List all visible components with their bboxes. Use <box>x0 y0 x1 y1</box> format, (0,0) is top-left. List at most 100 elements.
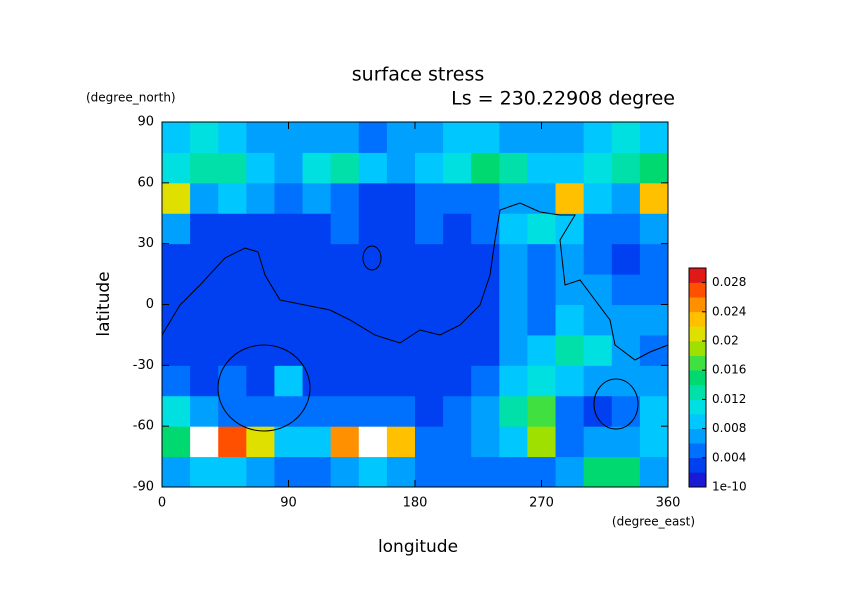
heat-cell <box>443 182 472 214</box>
heat-cell <box>611 182 641 214</box>
colorbar-tick-label: 0.016 <box>712 363 746 377</box>
heat-cell <box>639 243 669 275</box>
heat-cell <box>583 304 613 336</box>
heat-cell <box>358 122 388 153</box>
heat-cell <box>190 122 219 153</box>
heat-cell <box>162 274 191 305</box>
heat-cell <box>527 426 557 458</box>
heat-cell <box>274 304 304 336</box>
heat-cell <box>555 365 585 397</box>
heat-cell <box>555 334 585 366</box>
heat-cell <box>583 456 613 488</box>
heat-cell <box>527 304 557 336</box>
heat-cell <box>302 334 332 366</box>
heat-cell <box>583 395 613 427</box>
heat-cell <box>415 274 444 305</box>
heat-cell <box>330 426 360 458</box>
heat-cell <box>386 274 416 305</box>
heat-cell <box>330 213 360 245</box>
heat-cell <box>499 243 528 275</box>
colorbar-band <box>689 443 706 459</box>
heat-cell <box>583 152 613 184</box>
heat-cell <box>611 304 641 336</box>
heat-cell <box>527 395 557 427</box>
contour-line <box>593 378 639 430</box>
heat-cell <box>162 122 191 153</box>
x-tick-label: 360 <box>656 496 681 511</box>
heat-cell <box>218 122 247 153</box>
colorbar-band <box>689 311 706 327</box>
heat-cell <box>302 274 332 305</box>
heat-cell <box>443 122 472 153</box>
heat-cell <box>471 456 500 488</box>
heat-cell <box>583 334 613 366</box>
heat-cell <box>639 213 669 245</box>
heat-cell <box>358 334 388 366</box>
heat-cell <box>246 365 275 397</box>
heat-cell <box>555 426 585 458</box>
heat-cell <box>611 274 641 305</box>
heat-cell <box>611 152 641 184</box>
y-tick-label: 0 <box>146 297 154 312</box>
heat-cell <box>415 122 444 153</box>
heat-cell <box>443 365 472 397</box>
heat-cell <box>358 456 388 488</box>
colorbar-tick-label: 0.004 <box>712 450 746 464</box>
heat-cell <box>471 365 500 397</box>
heat-cell <box>218 213 247 245</box>
heat-cell <box>611 395 641 427</box>
heat-cell <box>527 182 557 214</box>
heat-cell <box>415 334 444 366</box>
heat-cell <box>218 152 247 184</box>
heat-cell <box>639 304 669 336</box>
heat-cell <box>611 456 641 488</box>
y-axis-label: latitude <box>94 271 114 336</box>
heat-cell <box>386 213 416 245</box>
heat-cell <box>555 456 585 488</box>
heat-cell <box>190 182 219 214</box>
heat-cell <box>218 182 247 214</box>
heat-cell <box>190 213 219 245</box>
y-tick-label: -60 <box>133 419 154 434</box>
heat-cell <box>386 395 416 427</box>
heat-cell <box>471 334 500 366</box>
heat-cell <box>443 213 472 245</box>
heat-cell <box>274 152 304 184</box>
heat-cell <box>302 395 332 427</box>
colorbar-band <box>689 326 706 342</box>
heat-cell <box>302 426 332 458</box>
heat-cell <box>471 243 500 275</box>
x-axis-label: longitude <box>378 537 458 557</box>
chart-title: surface stress <box>352 64 485 86</box>
heat-cell <box>162 365 191 397</box>
heat-cell <box>358 426 388 458</box>
heat-cell <box>555 243 585 275</box>
heat-cell <box>386 304 416 336</box>
colorbar-band <box>689 297 706 313</box>
heat-cell <box>555 122 585 153</box>
heat-cell <box>358 182 388 214</box>
colorbar: 1e-10 0.004 0.008 0.012 0.016 0.02 0.024 0.028 <box>688 267 747 494</box>
heat-cell <box>499 122 528 153</box>
heat-cell <box>246 274 275 305</box>
heat-cell <box>190 274 219 305</box>
heat-cell <box>218 426 247 458</box>
heat-cell <box>274 182 304 214</box>
y-tick-label: 30 <box>137 236 154 251</box>
heat-cell <box>358 152 388 184</box>
heat-cell <box>274 213 304 245</box>
x-tick-label: 90 <box>280 496 297 511</box>
heat-cell <box>274 334 304 366</box>
x-tick-label: 0 <box>158 496 166 511</box>
colorbar-tick-label: 0.028 <box>712 275 746 289</box>
heat-cell <box>274 426 304 458</box>
heat-cell <box>246 182 275 214</box>
heat-cell <box>555 182 585 214</box>
colorbar-frame <box>688 267 707 488</box>
heat-cell <box>330 365 360 397</box>
heat-cell <box>639 456 669 488</box>
heat-cell <box>330 274 360 305</box>
heat-cell <box>246 334 275 366</box>
heat-cell <box>190 334 219 366</box>
y-tick-label: -30 <box>133 358 154 373</box>
